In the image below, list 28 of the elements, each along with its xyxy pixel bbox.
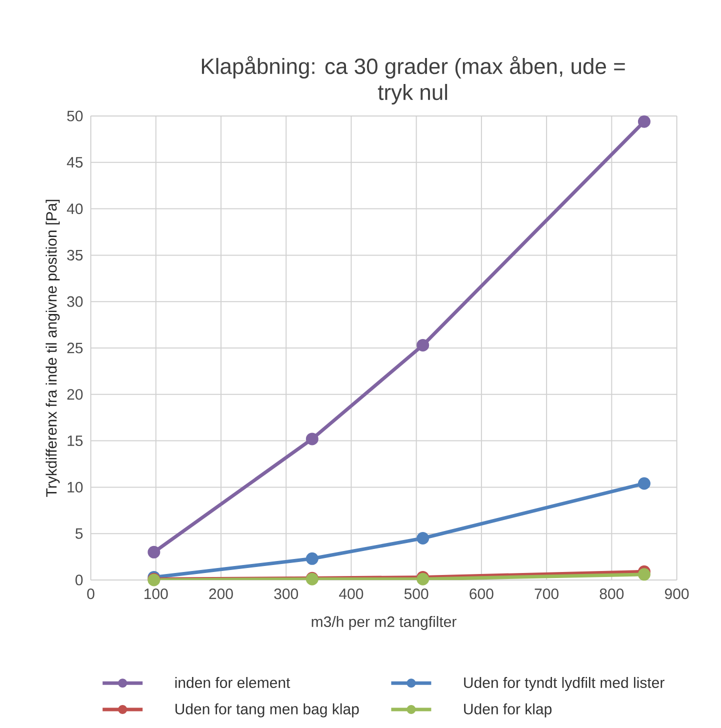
- chart-title: Klapåbning: ca 30 grader (max åben, ude = tryk nul: [202, 56, 625, 104]
- x-tick-label: 100: [144, 588, 168, 600]
- y-axis-title: Trykdifferenx fra inde til angivne position [Pa]: [46, 200, 60, 497]
- legend-label: Uden for tang men bag klap: [176, 703, 359, 718]
- legend-label: inden for element: [175, 677, 290, 688]
- y-tick-label: 50: [67, 110, 83, 122]
- y-tick-label: 10: [68, 482, 83, 493]
- y-tick-label: 20: [67, 389, 83, 400]
- x-tick-label: 500: [404, 588, 428, 600]
- x-axis-title: m3/h per m2 tangfilter: [312, 616, 457, 630]
- y-tick-label: 0: [76, 574, 83, 586]
- x-tick-label: 900: [665, 588, 689, 600]
- y-tick-label: 30: [67, 296, 83, 307]
- x-tick-label: 400: [339, 588, 364, 600]
- y-tick-label: 35: [67, 250, 83, 261]
- y-tick-label: 40: [67, 203, 83, 214]
- y-tick-label: 5: [76, 528, 83, 539]
- x-tick-label: 600: [470, 588, 494, 600]
- x-tick-label: 800: [600, 588, 624, 600]
- legend-label: Uden for tyndt lydfilt med lister: [464, 677, 665, 691]
- x-tick-label: 300: [274, 588, 298, 600]
- x-tick-label: 700: [534, 588, 559, 600]
- x-tick-label: 200: [209, 588, 234, 600]
- y-tick-label: 45: [67, 157, 83, 168]
- y-tick-label: 25: [67, 342, 83, 354]
- legend-label: Uden for klap: [464, 703, 552, 718]
- y-tick-label: 15: [68, 436, 83, 446]
- x-tick-label: 0: [87, 588, 94, 600]
